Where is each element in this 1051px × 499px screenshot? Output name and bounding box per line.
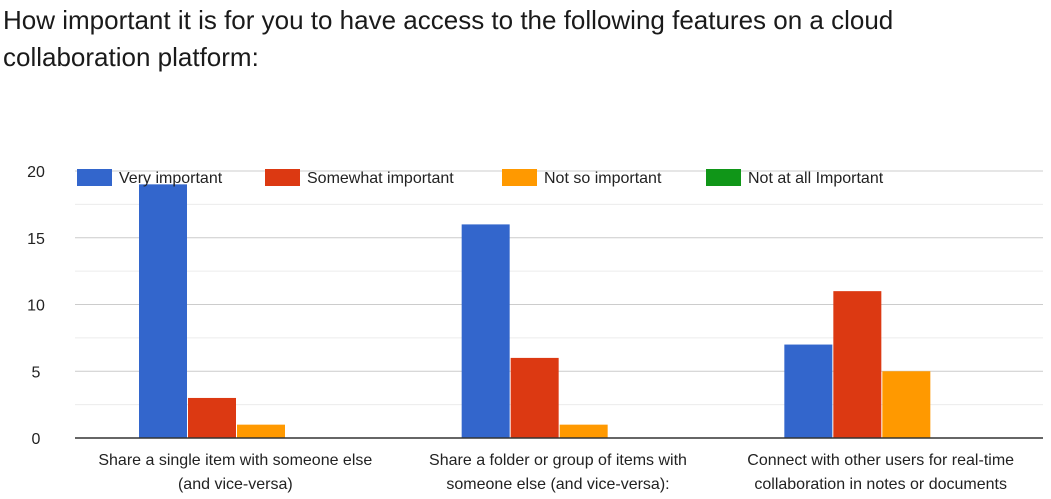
x-category-label: someone else (and vice-versa): [446,476,669,493]
x-category-label: Share a folder or group of items with [429,452,687,469]
legend-label[interactable]: Not at all Important [748,170,884,187]
legend-swatch [706,169,741,186]
legend-swatch [502,169,537,186]
bar[interactable] [784,344,833,438]
chart-title: How important it is for you to have acce… [3,5,894,72]
bar[interactable] [188,397,236,438]
gridlines [75,170,1043,406]
x-category-label: (and vice-versa) [178,476,293,493]
bar[interactable] [882,371,931,438]
legend-swatch [265,169,300,186]
bar[interactable] [510,357,559,438]
y-tick-label: 0 [32,431,41,448]
legend-label[interactable]: Somewhat important [307,170,454,187]
y-tick-label: 5 [32,364,41,381]
bar[interactable] [559,424,608,438]
y-tick-label: 15 [27,231,45,248]
bar[interactable] [461,224,510,438]
bar[interactable] [833,291,882,438]
axes: 0 5 10 15 20 Share a single item with someone… [27,164,1043,493]
y-tick-label: 10 [27,298,45,315]
bar[interactable] [237,424,285,438]
legend: Very important Somewhat important Not so i… [77,169,884,187]
x-category-label: Connect with other users for real-time [747,452,1014,469]
x-category-label: Share a single item with someone else [98,452,372,469]
legend-swatch [77,169,112,186]
legend-label[interactable]: Not so important [544,170,662,187]
bars [139,184,931,438]
bar[interactable] [139,184,187,438]
y-tick-label: 20 [27,164,45,181]
x-category-label: collaboration in notes or documents [754,476,1007,493]
legend-label[interactable]: Very important [119,170,223,187]
